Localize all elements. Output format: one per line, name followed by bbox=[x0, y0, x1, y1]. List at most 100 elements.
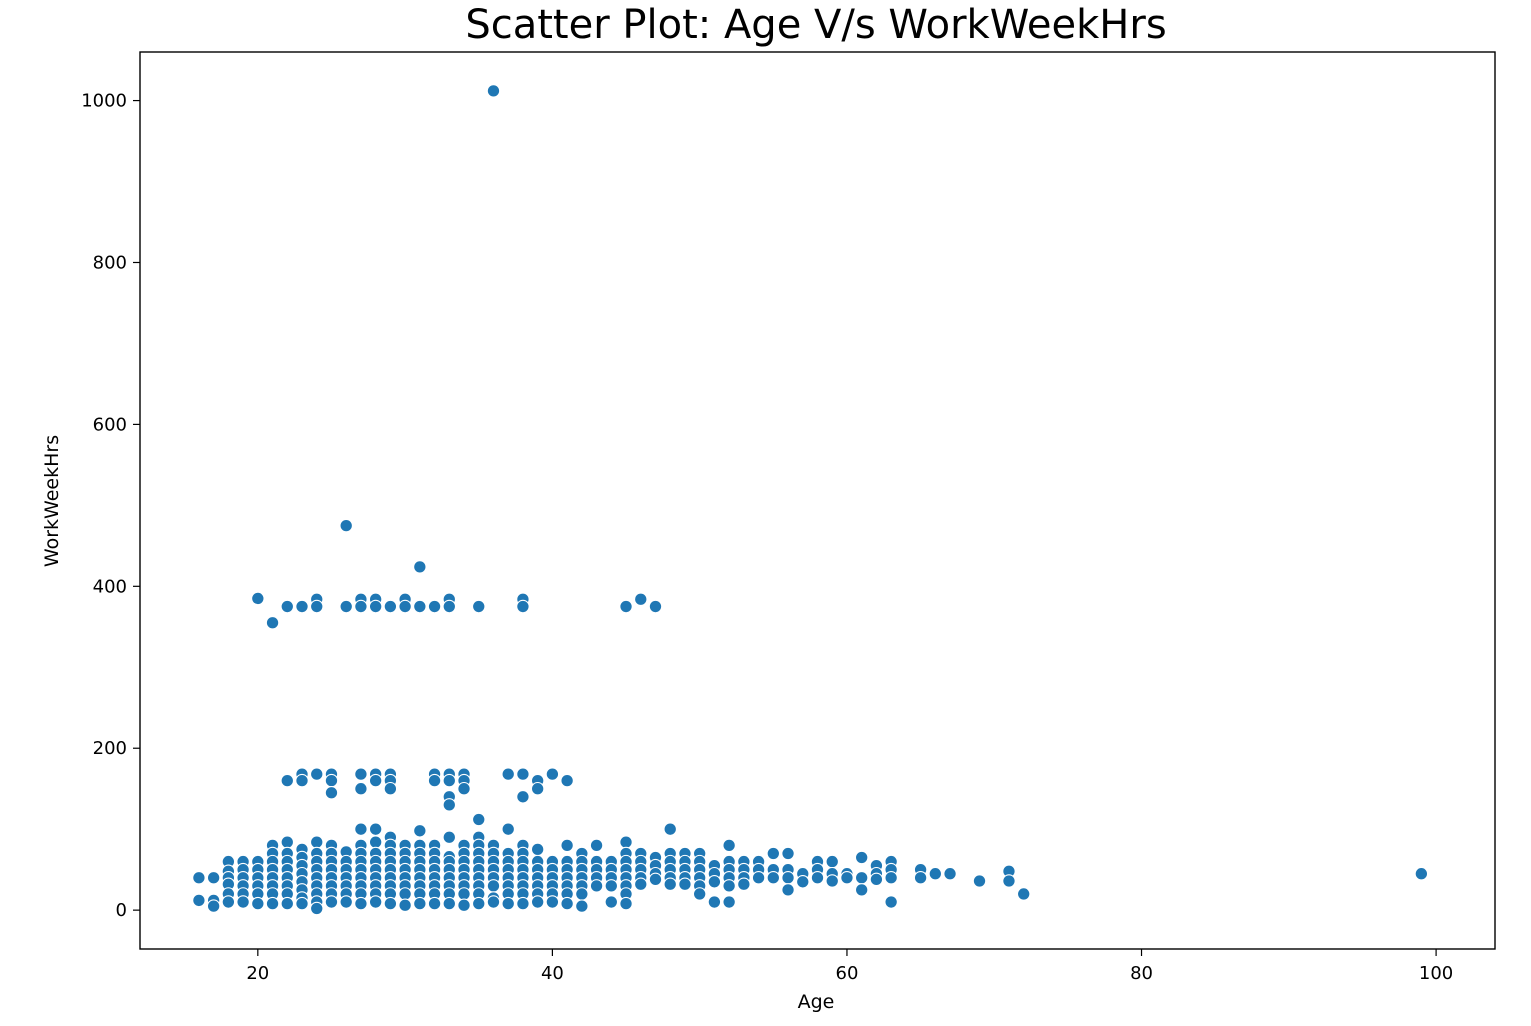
scatter-point bbox=[913, 871, 928, 885]
scatter-point bbox=[634, 877, 648, 891]
scatter-point bbox=[663, 822, 677, 836]
scatter-point bbox=[589, 838, 604, 853]
scatter-point bbox=[869, 872, 884, 887]
scatter-point bbox=[442, 798, 457, 812]
scatter-point bbox=[766, 871, 781, 885]
scatter-point bbox=[545, 895, 560, 909]
x-tick-label: 60 bbox=[836, 963, 859, 984]
scatter-point bbox=[854, 871, 869, 885]
scatter-point bbox=[943, 866, 957, 881]
y-tick-label: 600 bbox=[93, 414, 127, 435]
scatter-point bbox=[1002, 874, 1016, 888]
scatter-point bbox=[972, 874, 987, 888]
scatter-point bbox=[354, 599, 368, 614]
scatter-point bbox=[192, 893, 206, 908]
scatter-point bbox=[589, 879, 604, 893]
y-tick-label: 200 bbox=[93, 738, 127, 759]
scatter-point bbox=[206, 871, 221, 885]
scatter-point bbox=[648, 872, 663, 887]
scatter-point bbox=[324, 895, 339, 909]
scatter-point bbox=[810, 871, 825, 885]
scatter-point bbox=[722, 895, 736, 909]
scatter-point bbox=[265, 615, 280, 630]
scatter-point bbox=[324, 773, 339, 788]
x-axis: 20 40 60 80 100 bbox=[246, 949, 1453, 984]
scatter-point bbox=[427, 773, 442, 788]
scatter-point bbox=[354, 767, 368, 781]
scatter-point bbox=[368, 599, 383, 614]
scatter-point bbox=[457, 781, 471, 796]
scatter-point bbox=[413, 560, 427, 574]
x-axis-label: Age bbox=[798, 991, 835, 1013]
scatter-point bbox=[486, 879, 501, 893]
scatter-point bbox=[383, 781, 398, 796]
scatter-point bbox=[368, 773, 383, 788]
scatter-point bbox=[486, 895, 501, 909]
scatter-point bbox=[707, 875, 722, 889]
scatter-point bbox=[884, 871, 898, 885]
x-tick-label: 40 bbox=[541, 963, 564, 984]
scatter-point bbox=[280, 835, 295, 849]
scatter-point bbox=[192, 871, 206, 885]
scatter-point bbox=[604, 895, 619, 909]
scatter-point bbox=[516, 896, 530, 911]
x-tick-label: 20 bbox=[246, 963, 269, 984]
scatter-point bbox=[339, 895, 353, 909]
scatter-point bbox=[442, 773, 457, 788]
scatter-point bbox=[692, 887, 707, 901]
scatter-point bbox=[678, 877, 692, 891]
scatter-point bbox=[825, 854, 839, 869]
scatter-point bbox=[884, 895, 898, 909]
scatter-point bbox=[413, 824, 427, 838]
scatter-point bbox=[928, 866, 943, 881]
scatter-point bbox=[398, 898, 412, 913]
scatter-point bbox=[722, 838, 736, 853]
scatter-point bbox=[560, 838, 574, 853]
scatter-point bbox=[516, 767, 530, 781]
scatter-point bbox=[251, 591, 265, 606]
scatter-point bbox=[413, 896, 427, 911]
scatter-point bbox=[516, 790, 530, 804]
scatter-point bbox=[339, 599, 353, 614]
scatter-point bbox=[619, 896, 633, 911]
scatter-point bbox=[354, 822, 368, 836]
scatter-point bbox=[1414, 866, 1429, 881]
scatter-point bbox=[368, 835, 383, 849]
scatter-point bbox=[339, 518, 353, 533]
scatter-point bbox=[309, 835, 324, 849]
scatter-point bbox=[854, 883, 869, 897]
scatter-point bbox=[457, 898, 471, 913]
scatter-point bbox=[530, 895, 545, 909]
scatter-point bbox=[545, 767, 560, 781]
points-layer bbox=[192, 84, 1429, 916]
scatter-point bbox=[442, 830, 457, 845]
x-tick-label: 80 bbox=[1130, 963, 1153, 984]
scatter-point bbox=[722, 879, 736, 893]
scatter-point bbox=[781, 883, 795, 897]
scatter-point bbox=[501, 896, 515, 911]
scatter-point bbox=[442, 896, 457, 911]
y-tick-label: 800 bbox=[93, 252, 127, 273]
scatter-point bbox=[619, 835, 633, 849]
scatter-point bbox=[781, 846, 795, 861]
scatter-point bbox=[604, 879, 619, 893]
x-tick-label: 100 bbox=[1419, 963, 1453, 984]
scatter-point bbox=[251, 896, 265, 911]
y-tick-label: 1000 bbox=[81, 91, 127, 112]
scatter-point bbox=[295, 599, 309, 614]
scatter-point bbox=[619, 599, 633, 614]
scatter-point bbox=[634, 592, 648, 607]
scatter-point bbox=[295, 896, 309, 911]
scatter-point bbox=[825, 874, 839, 888]
scatter-point bbox=[383, 896, 398, 911]
scatter-point bbox=[354, 896, 368, 911]
scatter-point bbox=[309, 901, 324, 916]
scatter-point bbox=[206, 899, 221, 913]
scatter-point bbox=[751, 871, 766, 885]
scatter-point bbox=[398, 887, 412, 901]
scatter-point bbox=[501, 822, 515, 836]
scatter-point bbox=[309, 599, 324, 614]
scatter-point bbox=[854, 850, 869, 865]
